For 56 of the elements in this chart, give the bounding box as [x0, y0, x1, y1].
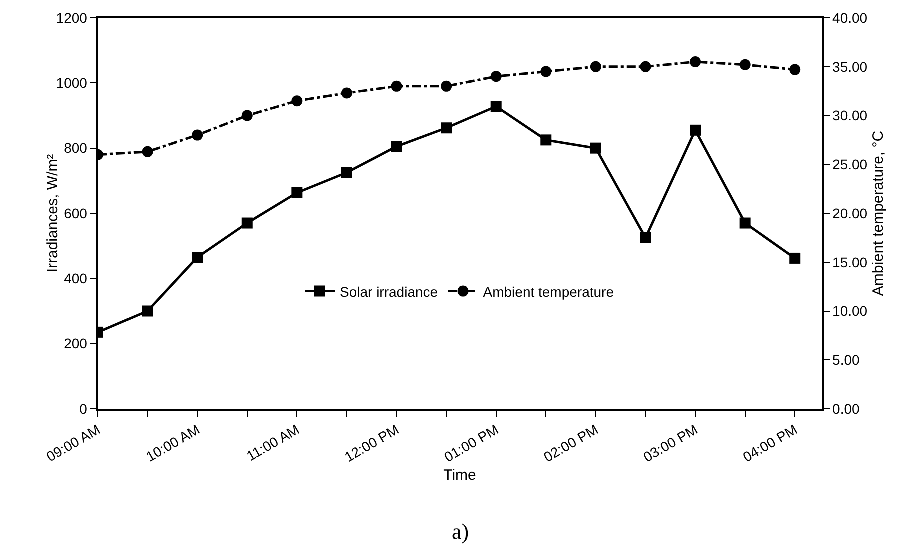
y-tick-label: 800: [64, 140, 88, 156]
y2-tick-label: 0.00: [832, 400, 860, 417]
text: a): [452, 519, 470, 544]
point: [690, 56, 702, 68]
y-tick-label: 0: [80, 400, 88, 417]
point: [590, 61, 602, 72]
y-axis-title: Irradiances, W/m²: [44, 154, 62, 273]
point: [540, 134, 552, 146]
point: [790, 252, 801, 264]
point: [391, 80, 402, 92]
y2-tick-label: 35.00: [832, 58, 868, 75]
y2-tick-label: 10.00: [832, 303, 868, 320]
point: [490, 101, 502, 112]
y-tick-label: 1000: [56, 75, 88, 92]
y2-tick-label: 40.00: [832, 10, 868, 26]
legend-label: Solar irradiance: [340, 284, 438, 300]
point: [192, 130, 204, 141]
point: [441, 122, 452, 134]
point: [590, 142, 602, 154]
x-tick-label: 03:00 PM: [640, 421, 701, 466]
point: [142, 146, 154, 158]
x-axis-title: Time: [444, 467, 476, 484]
point: [540, 66, 552, 78]
point: [292, 96, 303, 107]
x-tick-label: 09:00 AM: [44, 421, 103, 465]
point: [490, 71, 502, 82]
y-tick-label: 1200: [56, 10, 88, 26]
x-tick-label: 04:00 PM: [740, 421, 800, 466]
point: [740, 59, 751, 70]
y-tick-label: 400: [64, 270, 88, 287]
point: [690, 124, 702, 136]
point: [142, 306, 154, 317]
point: [192, 252, 204, 263]
legend-label: Ambient temperature: [483, 284, 614, 300]
x-tick-label: 01:00 PM: [441, 421, 502, 466]
y2-axis-title: Ambient temperature, °C: [870, 130, 887, 296]
point: [441, 80, 452, 92]
point: [341, 167, 352, 178]
point: [640, 61, 652, 72]
y-tick-label: 600: [64, 205, 88, 222]
point: [341, 88, 352, 99]
point: [391, 141, 402, 152]
y2-tick-label: 25.00: [832, 156, 868, 173]
y2-tick-label: 5.00: [832, 352, 860, 368]
y2-tick-label: 20.00: [832, 205, 868, 222]
x-tick-label: 02:00 PM: [541, 421, 601, 466]
y2-tick-label: 15.00: [832, 254, 868, 270]
point: [790, 64, 801, 76]
point: [242, 110, 253, 122]
point: [640, 232, 652, 244]
y-tick-label: 200: [64, 336, 88, 352]
point: [740, 218, 751, 229]
x-tick-label: 11:00 AM: [244, 421, 302, 464]
point: [242, 218, 253, 229]
point: [292, 187, 303, 198]
y2-tick-label: 30.00: [832, 108, 868, 124]
